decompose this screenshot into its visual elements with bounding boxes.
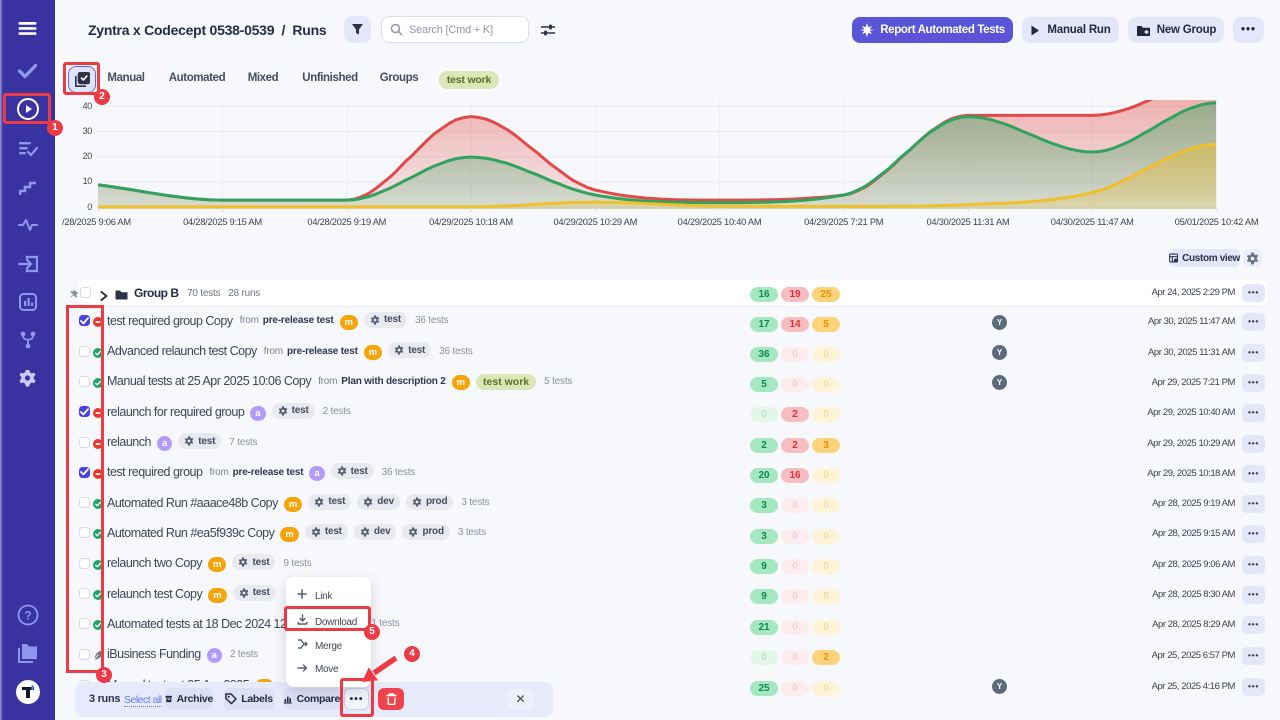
svg-text:?: ? <box>24 609 31 623</box>
